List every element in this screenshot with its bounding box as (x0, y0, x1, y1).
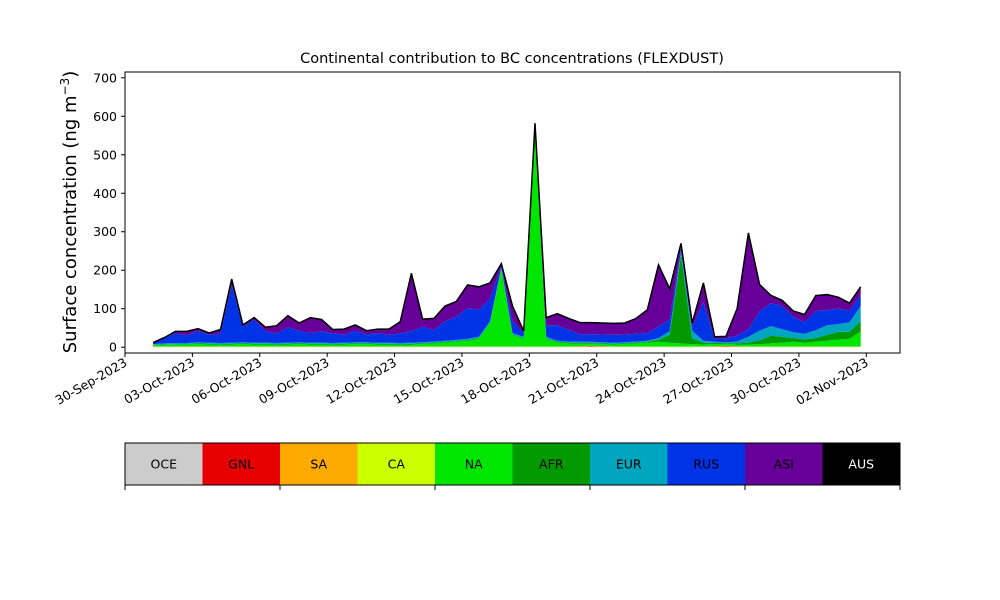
x-tick-label: 15-Oct-2023 (391, 355, 467, 407)
x-tick-label: 03-Oct-2023 (121, 355, 197, 407)
colorbar-swatch-asi (745, 443, 823, 485)
colorbar-frame (124, 442, 901, 486)
colorbar-swatch-sa (280, 443, 358, 485)
y-axis-label-text: Surface concentration (ng m (60, 95, 81, 353)
area-afr (153, 130, 861, 346)
y-tick-label: 400 (93, 186, 117, 201)
x-tick-label: 12-Oct-2023 (323, 355, 399, 407)
colorbar-label-asi: ASI (774, 457, 794, 472)
colorbar-label-na: NA (465, 457, 483, 472)
y-tick-label: 600 (93, 109, 117, 124)
y-tick-label: 500 (93, 147, 117, 162)
colorbar-swatch-ca (357, 443, 436, 485)
y-tick-label: 100 (93, 301, 117, 316)
area-na (153, 130, 861, 347)
stacked-area-series (152, 123, 862, 348)
chart-title: Continental contribution to BC concentra… (300, 51, 724, 67)
colorbar-swatch-aus (822, 443, 901, 485)
x-tick-label: 18-Oct-2023 (458, 355, 534, 407)
colorbar-label-gnl: GNL (228, 457, 254, 472)
x-tick-label: 30-Sep-2023 (52, 355, 129, 408)
colorbar-label-ca: CA (388, 457, 406, 472)
colorbar-label-aus: AUS (848, 457, 874, 472)
colorbar-label-sa: SA (310, 457, 327, 472)
y-axis-label-close: ) (60, 71, 81, 78)
colorbar-label-eur: EUR (616, 457, 642, 472)
colorbar-swatch-rus (667, 443, 746, 485)
colorbar-swatch-gnl (202, 443, 281, 485)
area-ca (153, 345, 861, 347)
colorbar-swatch-afr (512, 443, 591, 485)
x-tick-label: 27-Oct-2023 (660, 355, 736, 407)
x-tick-label: 06-Oct-2023 (189, 355, 265, 407)
x-tick-label: 24-Oct-2023 (593, 355, 669, 407)
svg-text:Surface concentration (ng m−3): Surface concentration (ng m−3) (58, 71, 81, 354)
total-line (152, 123, 862, 344)
y-tick-label: 0 (109, 340, 117, 355)
y-tick-label: 200 (93, 263, 117, 278)
area-rus (153, 125, 861, 345)
colorbar-swatch-na (435, 443, 513, 485)
colorbar-swatch-oce (125, 443, 203, 485)
y-axis: 0 100 200 300 400 500 600 700 (93, 70, 125, 355)
y-axis-label-exponent: −3 (58, 78, 72, 96)
area-gnl (153, 346, 861, 347)
y-tick-label: 300 (93, 224, 117, 239)
y-axis-label: Surface concentration (ng m−3) (58, 71, 81, 354)
x-axis: 30-Sep-202303-Oct-202306-Oct-202309-Oct-… (52, 353, 871, 408)
y-tick-label: 700 (93, 70, 117, 85)
x-tick-label: 21-Oct-2023 (526, 355, 602, 407)
colorbar-label-rus: RUS (693, 457, 719, 472)
colorbar-label-afr: AFR (539, 457, 564, 472)
region-colorbar: OCE GNL SA CA NA AFR EUR RUS ASI AUS (124, 442, 901, 490)
plot-frame (124, 71, 901, 354)
x-tick-label: 30-Oct-2023 (728, 355, 804, 407)
colorbar-label-oce: OCE (151, 457, 178, 472)
x-tick-label: 09-Oct-2023 (256, 355, 332, 407)
colorbar-swatch-eur (590, 443, 668, 485)
x-tick-label: 02-Nov-2023 (793, 355, 870, 408)
